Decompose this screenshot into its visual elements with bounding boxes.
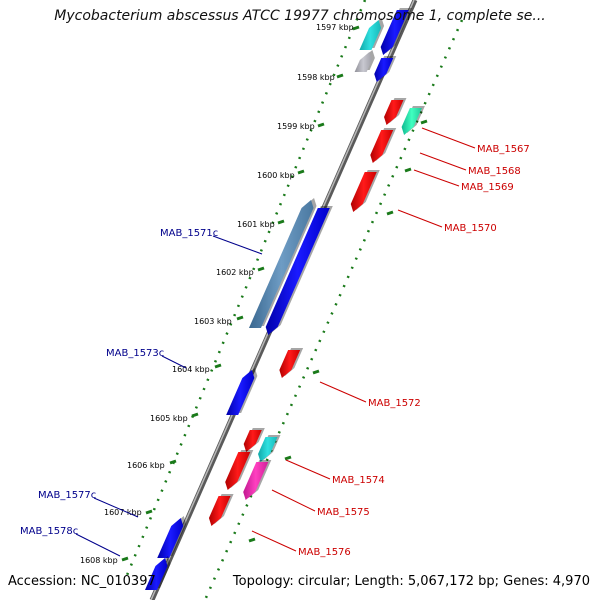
label-leader-line <box>319 381 367 403</box>
label-leader-line <box>75 533 121 557</box>
label-leader-line <box>413 169 460 187</box>
gene-label[interactable]: MAB_1570 <box>444 223 497 234</box>
tick-label: 1607 kbp <box>104 508 142 517</box>
tick-label: 1603 kbp <box>194 317 232 326</box>
major-tick <box>420 119 428 125</box>
gene-arrow[interactable] <box>354 52 372 72</box>
gene-arrow[interactable] <box>248 200 314 328</box>
label-leader-line <box>421 127 476 149</box>
tick-label: 1601 kbp <box>237 220 275 229</box>
gene-arrow[interactable] <box>208 496 231 526</box>
major-tick <box>404 167 412 173</box>
gene-label[interactable]: MAB_1577c <box>38 490 96 501</box>
major-tick <box>284 455 292 461</box>
gene-arrow[interactable] <box>350 172 377 212</box>
tick-label: 1602 kbp <box>216 268 254 277</box>
major-tick <box>317 122 325 128</box>
tick-label: 1608 kbp <box>80 556 118 565</box>
label-leader-line <box>285 459 331 480</box>
major-tick <box>145 509 153 515</box>
major-tick <box>277 219 285 225</box>
gene-arrow[interactable] <box>401 108 422 135</box>
tick-label: 1606 kbp <box>127 461 165 470</box>
major-tick <box>297 169 305 175</box>
major-tick <box>352 25 360 31</box>
gene-arrow[interactable] <box>225 452 251 490</box>
map-title: Mycobacterium abscessus ATCC 19977 chrom… <box>54 8 546 24</box>
gene-label[interactable]: MAB_1568 <box>468 166 521 177</box>
major-tick <box>121 556 129 562</box>
gene-label[interactable]: MAB_1578c <box>20 526 78 537</box>
gene-label[interactable]: MAB_1575 <box>317 507 370 518</box>
label-leader-line <box>271 489 316 512</box>
major-tick <box>236 315 244 321</box>
accession-text: Accession: NC_010397 <box>8 574 156 589</box>
gene-label[interactable]: MAB_1572 <box>368 398 421 409</box>
gene-arrow[interactable] <box>243 462 269 500</box>
gene-arrow[interactable] <box>359 20 382 50</box>
major-tick <box>169 459 177 465</box>
label-leader-line <box>251 530 297 552</box>
gene-arrow[interactable] <box>157 518 184 558</box>
gene-arrow[interactable] <box>265 208 330 335</box>
major-tick <box>336 73 344 79</box>
gene-arrow[interactable] <box>384 100 404 125</box>
gene-arrow[interactable] <box>144 558 168 590</box>
gene-arrow[interactable] <box>243 430 262 452</box>
gene-arrow[interactable] <box>226 370 255 415</box>
tick-label: 1600 kbp <box>257 171 295 180</box>
label-leader-line <box>212 235 263 255</box>
gene-label[interactable]: MAB_1573c <box>106 348 164 359</box>
topology-text: Topology: circular; Length: 5,067,172 bp… <box>232 574 590 589</box>
tick-label: 1605 kbp <box>150 414 188 423</box>
label-leader-line <box>397 209 443 228</box>
major-tick <box>214 363 222 369</box>
label-leader-line <box>93 497 139 518</box>
major-tick <box>257 266 265 272</box>
gene-label[interactable]: MAB_1576 <box>298 547 351 558</box>
tick-label: 1599 kbp <box>277 122 315 131</box>
gene-arrow[interactable] <box>370 130 394 163</box>
gene-arrow[interactable] <box>380 10 409 55</box>
major-tick <box>386 210 394 216</box>
tick-label: 1604 kbp <box>172 365 210 374</box>
gene-arrow[interactable] <box>374 58 394 82</box>
label-leader-line <box>161 355 187 369</box>
gene-label[interactable]: MAB_1567 <box>477 144 530 155</box>
major-tick <box>248 537 256 543</box>
gene-label[interactable]: MAB_1569 <box>461 182 514 193</box>
tick-label: 1598 kbp <box>297 73 335 82</box>
gene-arrow[interactable] <box>279 350 301 378</box>
gene-label[interactable]: MAB_1574 <box>332 475 385 486</box>
major-tick <box>191 412 199 418</box>
gene-label[interactable]: MAB_1571c <box>160 228 218 239</box>
gene-arrow[interactable] <box>258 437 278 462</box>
tick-label: 1597 kbp <box>316 23 354 32</box>
label-leader-line <box>419 152 467 171</box>
major-tick <box>312 369 320 375</box>
